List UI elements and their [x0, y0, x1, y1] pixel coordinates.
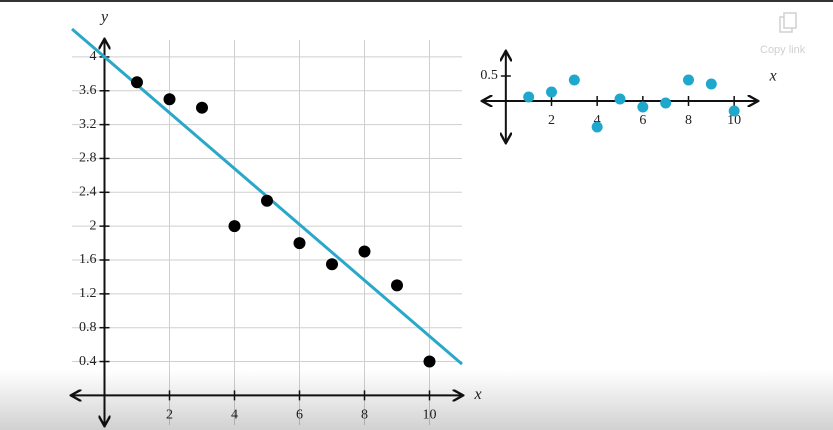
y-tick-label: 3.6	[79, 83, 97, 98]
x-axis-title: x	[473, 386, 481, 403]
y-tick-label: 2.8	[79, 151, 97, 166]
point	[637, 101, 649, 113]
point	[728, 105, 740, 117]
point	[228, 220, 241, 233]
x-axis-title: x	[768, 68, 776, 85]
point	[358, 245, 371, 258]
x-tick-label: 4	[594, 113, 601, 128]
x-tick-label: 8	[685, 113, 692, 128]
point	[523, 91, 535, 103]
x-tick-label: 10	[423, 408, 437, 423]
x-tick-label: 2	[166, 408, 173, 423]
point	[683, 74, 694, 86]
point	[196, 101, 208, 114]
point	[660, 97, 672, 109]
point	[293, 237, 306, 250]
x-tick-label: 6	[639, 113, 646, 128]
copy-icon[interactable]	[779, 12, 797, 33]
point	[546, 86, 557, 98]
y-tick-label: 0.5	[480, 68, 498, 83]
point	[705, 78, 717, 90]
x-tick-label: 8	[361, 408, 368, 423]
y-tick-label: 0.8	[79, 320, 97, 335]
copy-link[interactable]: Copy link	[760, 44, 806, 56]
x-tick-label: 10	[727, 113, 741, 128]
y-tick-label: 3.2	[79, 117, 97, 132]
x-tick-label: 2	[548, 113, 555, 128]
x-tick-label: 4	[231, 408, 238, 423]
y-tick-label: 2.4	[79, 185, 97, 200]
point	[591, 121, 603, 133]
y-tick-label: 1.2	[79, 286, 97, 301]
y-tick-label: 2	[90, 218, 97, 233]
top-bar	[0, 0, 833, 2]
x-tick-label: 6	[296, 408, 303, 423]
y-tick-label: 4	[90, 49, 97, 64]
y-axis-title: y	[99, 9, 109, 26]
point	[326, 258, 338, 271]
point	[614, 93, 626, 105]
point	[423, 355, 436, 368]
y-tick-label: 1.6	[79, 252, 97, 267]
point	[568, 74, 580, 86]
point	[261, 194, 273, 207]
y-tick-label: 0.4	[79, 354, 97, 369]
point	[391, 279, 403, 292]
point	[163, 93, 176, 106]
point	[131, 76, 143, 89]
